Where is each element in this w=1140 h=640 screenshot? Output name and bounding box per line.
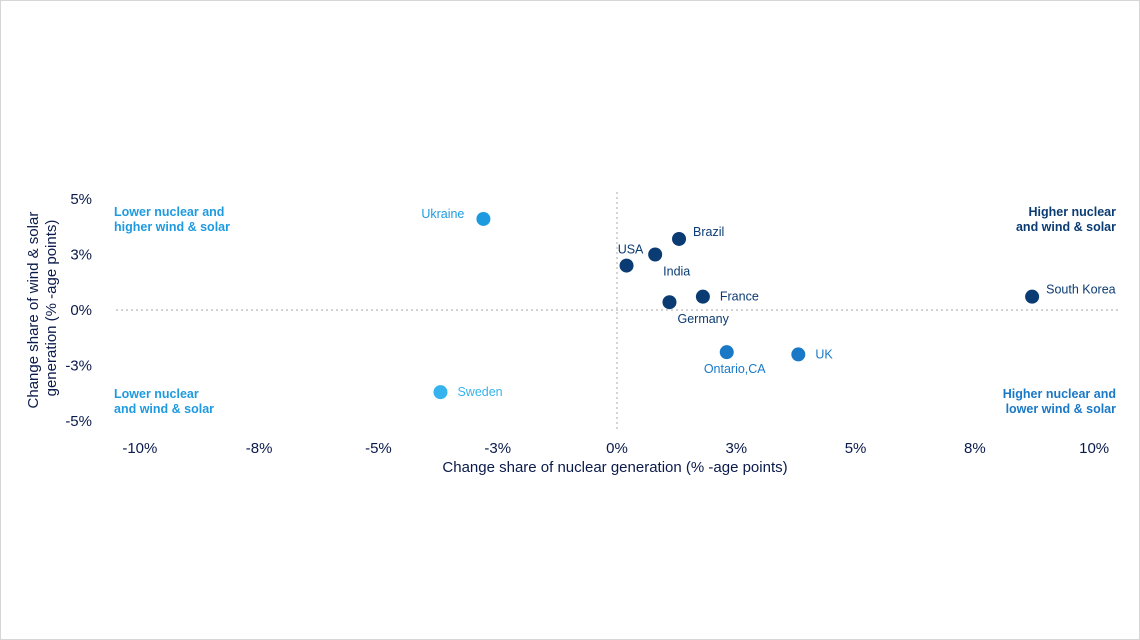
x-tick-label: 3% xyxy=(725,440,747,457)
zero-lines xyxy=(116,192,1118,430)
x-tick-label: 5% xyxy=(845,440,867,457)
quadrant-label-line: Lower nuclear and xyxy=(114,205,224,219)
quadrant-label-line: Lower nuclear xyxy=(114,387,199,401)
data-point xyxy=(476,211,491,226)
point-label: France xyxy=(720,290,759,304)
data-point xyxy=(619,258,634,273)
point-label: USA xyxy=(618,243,644,257)
data-point xyxy=(648,247,663,262)
y-tick-label: 5% xyxy=(70,191,92,208)
quadrant-label-line: and wind & solar xyxy=(1016,220,1116,234)
y-axis-title: Change share of wind & solar generation … xyxy=(25,208,60,409)
y-tick-label: 0% xyxy=(70,302,92,319)
quadrant-label-line: and wind & solar xyxy=(114,402,214,416)
data-point xyxy=(791,347,806,362)
point-label: Brazil xyxy=(693,225,724,239)
point-label: UK xyxy=(815,347,833,361)
data-point xyxy=(719,345,734,360)
quadrant-label-line: lower wind & solar xyxy=(1006,402,1117,416)
data-point xyxy=(672,231,687,246)
quadrant-label: Higher nuclear and wind & solar xyxy=(1016,205,1116,234)
x-tick-label: -10% xyxy=(122,440,157,457)
data-points: Ukraine Brazil USA India France Germany South … xyxy=(421,207,1116,400)
data-point xyxy=(433,385,448,400)
quadrant-label-line: Higher nuclear xyxy=(1028,205,1116,219)
y-tick-label: -5% xyxy=(65,413,92,430)
x-tick-label: -8% xyxy=(246,440,273,457)
point-label: Ukraine xyxy=(421,207,464,221)
quadrant-label-line: Higher nuclear and xyxy=(1003,387,1116,401)
quadrant-label: Lower nuclear and higher wind & solar xyxy=(114,205,230,234)
y-tick-label: 3% xyxy=(70,247,92,264)
data-point xyxy=(695,289,710,304)
x-tick-label: 8% xyxy=(964,440,986,457)
x-tick-label: -5% xyxy=(365,440,392,457)
quadrant-label: Higher nuclear and lower wind & solar xyxy=(1003,387,1116,416)
x-tick-label: -3% xyxy=(484,440,511,457)
y-axis-title-line-1: Change share of wind & solar xyxy=(25,212,42,409)
point-label: Ontario,CA xyxy=(704,362,766,376)
quadrant-labels: Lower nuclear and higher wind & solar High… xyxy=(114,205,1116,416)
point-label: India xyxy=(663,265,690,279)
point-label: Germany xyxy=(677,312,729,326)
x-tick-label: 0% xyxy=(606,440,628,457)
x-tick-label: 10% xyxy=(1079,440,1109,457)
point-label: South Korea xyxy=(1046,283,1116,297)
y-tick-label: -3% xyxy=(65,358,92,375)
data-point xyxy=(662,295,677,310)
quadrant-label: Lower nuclear and wind & solar xyxy=(114,387,214,416)
y-axis-title-line-2: generation (% -age points) xyxy=(43,220,60,397)
quadrant-label-line: higher wind & solar xyxy=(114,220,230,234)
x-axis-title: Change share of nuclear generation (% -a… xyxy=(442,459,787,476)
data-point xyxy=(1025,289,1040,304)
x-axis-ticks: -10% -8% -5% -3% 0% 3% 5% 8% 10% xyxy=(122,440,1109,457)
y-axis-ticks: 5% 3% 0% -3% -5% xyxy=(65,191,92,430)
point-label: Sweden xyxy=(457,385,502,399)
